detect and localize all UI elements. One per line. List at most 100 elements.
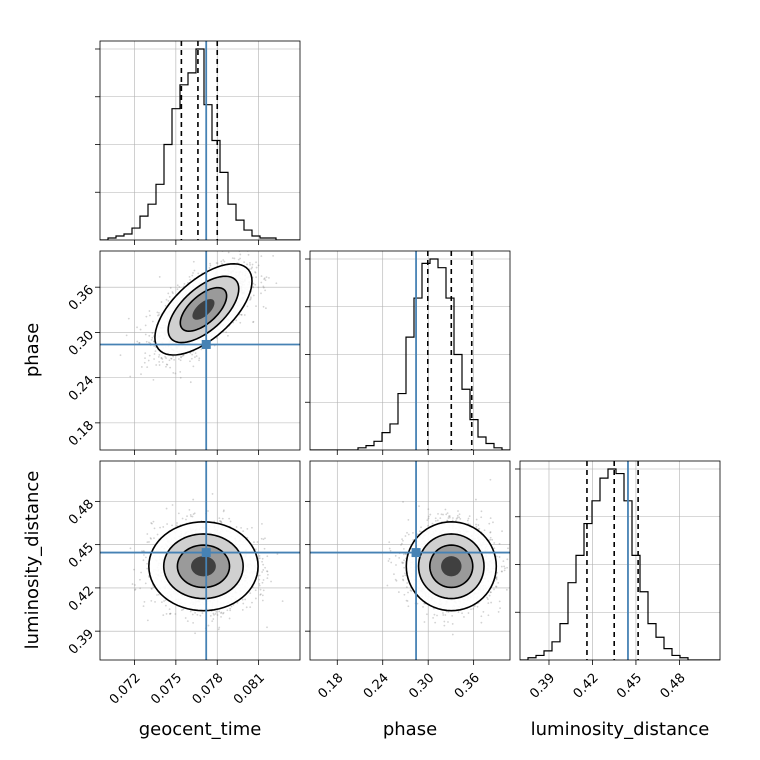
scatter-point	[222, 259, 225, 261]
scatter-point	[243, 261, 246, 264]
scatter-point	[160, 356, 163, 359]
scatter-point	[171, 291, 174, 293]
scatter-point	[216, 262, 219, 265]
scatter-point	[229, 609, 232, 612]
scatter-point	[134, 584, 136, 586]
scatter-point	[404, 574, 407, 577]
scatter-point	[184, 617, 187, 619]
scatter-point	[194, 632, 196, 635]
scatter-point	[212, 618, 215, 620]
scatter-point	[158, 354, 161, 356]
scatter-point	[213, 613, 215, 616]
x-tick-label-phase: 0.18	[315, 671, 346, 702]
density-contour	[192, 299, 215, 320]
scatter-point	[159, 526, 161, 529]
scatter-point	[194, 352, 197, 354]
scatter-point	[211, 493, 214, 495]
scatter-point	[254, 271, 257, 273]
scatter-point	[172, 355, 175, 358]
histogram-phase	[310, 258, 510, 450]
scatter-point	[275, 282, 278, 285]
scatter-point	[191, 274, 194, 277]
scatter-point	[427, 508, 430, 511]
scatter-point	[218, 517, 221, 519]
scatter-point	[264, 289, 267, 292]
scatter-point	[251, 601, 253, 604]
scatter-point	[266, 570, 269, 573]
y-tick-label-phase: 0.30	[66, 328, 97, 359]
scatter-point	[190, 357, 193, 360]
scatter-point	[139, 578, 141, 581]
scatter-point	[144, 357, 146, 360]
scatter-point	[258, 582, 261, 585]
scatter-point	[176, 284, 179, 287]
panel-frame	[99, 250, 301, 451]
scatter-point	[201, 612, 204, 614]
scatter-point	[478, 527, 481, 530]
scatter-point	[153, 358, 155, 360]
scatter-point	[168, 613, 171, 615]
scatter-point	[264, 566, 266, 569]
scatter-point	[249, 263, 251, 266]
scatter-point	[261, 557, 264, 560]
scatter-point	[157, 355, 160, 358]
scatter-point	[194, 356, 196, 359]
scatter-point	[222, 612, 224, 615]
scatter-point	[262, 589, 265, 592]
scatter-point	[179, 356, 182, 358]
scatter-point	[233, 257, 236, 260]
scatter-point	[229, 520, 232, 523]
scatter-point	[164, 355, 167, 358]
scatter-point	[250, 267, 253, 270]
scatter-point	[255, 276, 258, 279]
scatter-point	[227, 334, 229, 337]
scatter-point	[144, 352, 147, 355]
scatter-point	[262, 305, 265, 308]
scatter-point	[158, 276, 161, 278]
scatter-point	[407, 605, 410, 608]
scatter-point	[146, 366, 149, 368]
scatter-point	[250, 296, 252, 299]
scatter-point	[119, 354, 122, 357]
scatter-point	[160, 357, 163, 360]
scatter-point	[220, 521, 223, 524]
scatter-point	[145, 556, 147, 559]
scatter-point	[191, 353, 194, 356]
scatter-point	[486, 598, 489, 601]
scatter-point	[179, 359, 182, 362]
scatter-point	[129, 547, 132, 550]
scatter-point	[166, 523, 168, 525]
scatter-point	[148, 341, 150, 344]
scatter-point	[144, 333, 147, 336]
scatter-point	[148, 334, 151, 337]
scatter-point	[451, 614, 454, 617]
scatter-point	[254, 589, 257, 592]
scatter-point	[217, 628, 220, 631]
scatter-point	[246, 536, 249, 539]
scatter-point	[139, 328, 142, 331]
scatter-point	[165, 363, 168, 366]
scatter-point	[488, 522, 491, 525]
scatter-point	[143, 600, 146, 603]
scatter-point	[171, 524, 173, 527]
scatter-point	[483, 529, 486, 532]
scatter-point	[142, 559, 145, 562]
scatter-point	[257, 286, 260, 289]
scatter-point	[148, 354, 151, 357]
scatter-point	[185, 518, 187, 521]
scatter-point	[134, 588, 137, 591]
scatter-point	[252, 282, 255, 285]
scatter-point	[259, 588, 262, 591]
histogram-group	[310, 251, 510, 450]
scatter-point	[257, 264, 260, 267]
scatter-point	[406, 582, 409, 584]
scatter-point	[153, 353, 156, 355]
scatter-point	[140, 571, 143, 574]
scatter-point	[186, 620, 189, 623]
scatter-point	[147, 359, 150, 362]
scatter-point	[258, 555, 261, 557]
scatter-point	[262, 563, 265, 566]
scatter-point	[439, 517, 442, 520]
scatter-point	[475, 498, 477, 501]
